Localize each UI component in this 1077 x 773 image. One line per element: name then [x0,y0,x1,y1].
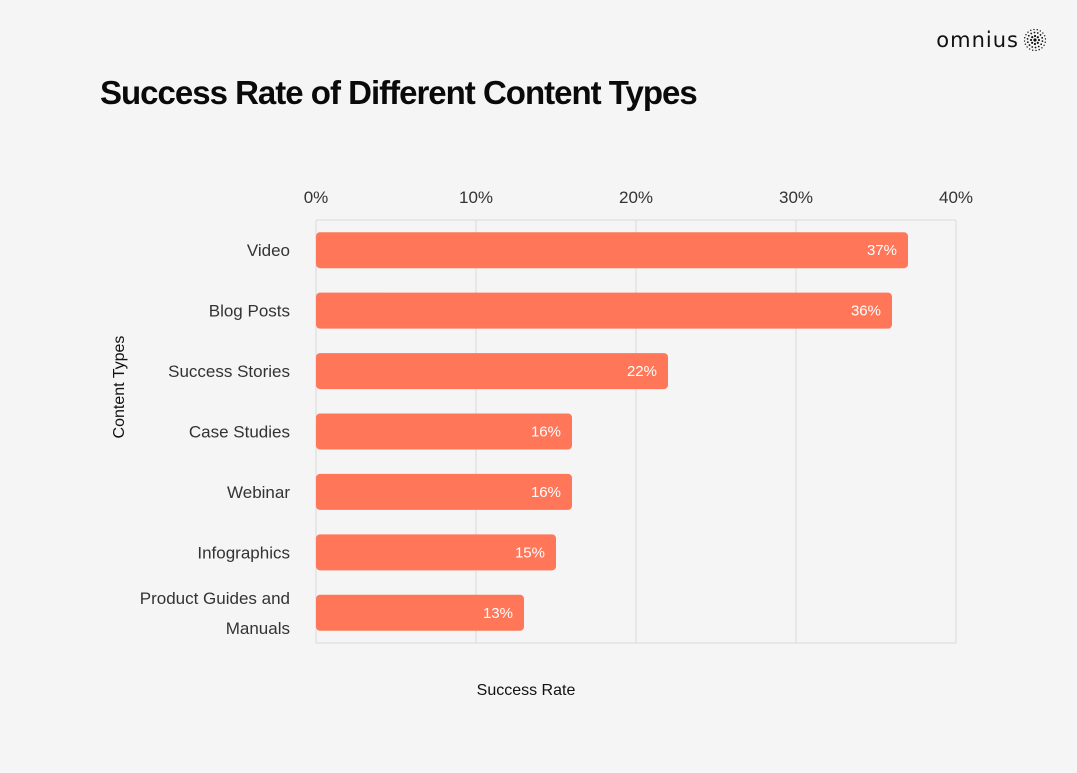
logo-dot [1039,30,1041,32]
category-label-line: Blog Posts [209,302,290,321]
dotted-sphere-icon [1023,28,1047,52]
logo-dot [1038,48,1040,51]
logo-dot [1037,38,1041,42]
logo-dot [1031,36,1034,39]
logo-dot [1028,44,1031,46]
logo-dot [1033,28,1035,31]
bar [316,292,892,329]
category-label-line: Product Guides and [140,589,290,608]
logo-dot [1029,48,1031,50]
logo-dot [1024,37,1026,39]
chart-title: Success Rate of Different Content Types [100,74,698,111]
bar [316,413,572,450]
logo-dot [1035,49,1037,52]
x-tick-label: 40% [939,188,973,207]
logo-dot [1033,38,1037,42]
logo-dot [1043,35,1046,37]
logo-dot [1036,41,1039,44]
brand-name: omnius [936,28,1019,52]
logo-dot [1041,40,1044,43]
logo-dot [1042,32,1044,34]
logo-dot [1026,41,1029,44]
x-tick-label: 20% [619,188,653,207]
x-tick-label: 10% [459,188,493,207]
category-label-line: Infographics [197,543,290,562]
bar [316,473,572,510]
x-axis-label: Success Rate [477,682,576,699]
data-label: 16% [531,424,561,441]
category-label-line: Video [247,241,290,260]
category-label-line: Manuals [226,619,290,638]
x-tick-label: 0% [304,188,329,207]
data-label: 36% [851,303,881,320]
logo-dot [1031,41,1034,44]
data-label: 37% [867,242,897,259]
bar [316,534,556,571]
category-label: Infographics [197,543,290,562]
category-label: Success Stories [168,362,290,381]
logo-dot [1036,32,1039,34]
logo-dot [1023,40,1026,42]
bar [316,232,908,269]
brand-logo: omnius [936,28,1047,52]
logo-dot [1036,36,1039,39]
data-label: 22% [627,363,657,380]
logo-dot [1031,46,1034,48]
logo-dot [1027,31,1029,33]
logo-dot [1032,49,1034,51]
data-label: 13% [483,605,513,622]
logo-dot [1037,45,1040,48]
logo-dot [1039,34,1042,36]
logo-dot [1036,29,1038,31]
logo-dot [1029,38,1033,42]
category-label: Video [247,241,290,260]
logo-dot [1024,43,1027,45]
category-label: Blog Posts [209,302,290,321]
logo-dot [1033,42,1037,46]
category-label-line: Webinar [227,483,290,502]
logo-dot [1040,43,1043,46]
logo-dot [1025,34,1027,36]
logo-dot [1041,36,1044,39]
logo-dot [1034,46,1037,49]
logo-dot [1026,37,1029,40]
logo-dot [1030,29,1032,32]
category-label-line: Success Stories [168,362,290,381]
category-label: Product Guides and Manuals [140,589,290,638]
logo-dot [1044,38,1047,40]
logo-dot [1043,44,1045,46]
logo-dot [1030,32,1033,35]
data-label: 15% [515,544,545,561]
category-label: Case Studies [189,423,290,442]
logo-dot [1026,46,1028,48]
category-label-line: Case Studies [189,423,290,442]
logo-dot [1041,47,1043,49]
data-label: 16% [531,484,561,501]
logo-dot [1027,34,1030,37]
logo-dot [1044,41,1046,43]
x-tick-label: 30% [779,188,813,207]
bar [316,594,524,631]
y-axis-label: Content Types [111,336,128,439]
bar [316,353,668,390]
category-label: Webinar [227,483,290,502]
logo-dot [1033,34,1037,38]
logo-dot [1033,31,1036,34]
